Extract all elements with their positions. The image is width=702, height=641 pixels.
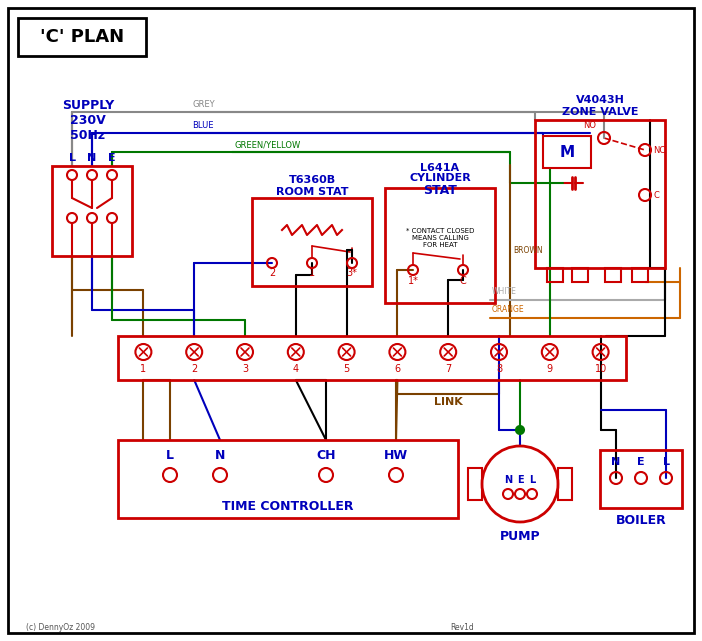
Text: L641A: L641A bbox=[420, 163, 460, 173]
Text: 8: 8 bbox=[496, 364, 502, 374]
Bar bbox=[600, 450, 682, 508]
Text: C: C bbox=[460, 276, 466, 286]
Text: BROWN: BROWN bbox=[513, 246, 543, 254]
Text: N: N bbox=[504, 475, 512, 485]
Text: L: L bbox=[529, 475, 535, 485]
Bar bbox=[52, 166, 132, 256]
Text: M: M bbox=[559, 144, 574, 160]
Text: HW: HW bbox=[384, 449, 408, 462]
Text: E: E bbox=[637, 457, 645, 467]
Text: 3*: 3* bbox=[347, 268, 357, 278]
Circle shape bbox=[516, 426, 524, 434]
Text: CH: CH bbox=[316, 449, 336, 462]
Text: 5: 5 bbox=[343, 364, 350, 374]
Text: N: N bbox=[215, 449, 225, 462]
Text: GREEN/YELLOW: GREEN/YELLOW bbox=[234, 140, 300, 149]
Bar bbox=[118, 336, 626, 380]
Text: 230V: 230V bbox=[70, 113, 106, 126]
Text: TIME CONTROLLER: TIME CONTROLLER bbox=[223, 499, 354, 513]
Text: (c) DennyOz 2009: (c) DennyOz 2009 bbox=[26, 624, 95, 633]
Text: ORANGE: ORANGE bbox=[492, 305, 524, 314]
Text: 3: 3 bbox=[242, 364, 248, 374]
Text: 4: 4 bbox=[293, 364, 299, 374]
Text: 50Hz: 50Hz bbox=[70, 128, 105, 142]
Text: L: L bbox=[166, 449, 174, 462]
Text: N: N bbox=[87, 153, 97, 163]
Text: * CONTACT CLOSED
MEANS CALLING
FOR HEAT: * CONTACT CLOSED MEANS CALLING FOR HEAT bbox=[406, 228, 474, 248]
Text: GREY: GREY bbox=[192, 100, 215, 109]
Bar bbox=[632, 268, 648, 282]
Text: 9: 9 bbox=[547, 364, 553, 374]
Text: L: L bbox=[663, 457, 670, 467]
Text: BLUE: BLUE bbox=[192, 121, 213, 130]
Text: 1: 1 bbox=[309, 268, 315, 278]
Text: PUMP: PUMP bbox=[500, 529, 541, 542]
Text: V4043H: V4043H bbox=[576, 95, 625, 105]
Text: BOILER: BOILER bbox=[616, 513, 666, 526]
Bar bbox=[468, 468, 482, 500]
Text: 6: 6 bbox=[395, 364, 400, 374]
Text: ROOM STAT: ROOM STAT bbox=[276, 187, 348, 197]
Text: Rev1d: Rev1d bbox=[450, 624, 474, 633]
Bar bbox=[605, 268, 621, 282]
Text: CYLINDER: CYLINDER bbox=[409, 173, 471, 183]
Text: E: E bbox=[108, 153, 116, 163]
Text: 2: 2 bbox=[191, 364, 197, 374]
Bar bbox=[558, 468, 572, 500]
Text: 1: 1 bbox=[140, 364, 147, 374]
Bar bbox=[18, 18, 146, 56]
Text: N: N bbox=[611, 457, 621, 467]
Bar bbox=[252, 198, 372, 286]
Text: 2: 2 bbox=[269, 268, 275, 278]
Text: 10: 10 bbox=[595, 364, 607, 374]
Text: STAT: STAT bbox=[423, 183, 457, 197]
Bar bbox=[547, 268, 563, 282]
Text: E: E bbox=[517, 475, 523, 485]
Text: SUPPLY: SUPPLY bbox=[62, 99, 114, 112]
Text: C: C bbox=[653, 190, 659, 199]
Bar bbox=[572, 268, 588, 282]
Text: L: L bbox=[69, 153, 76, 163]
Bar bbox=[535, 120, 665, 268]
Bar bbox=[385, 188, 495, 303]
Bar bbox=[543, 136, 591, 168]
Text: ZONE VALVE: ZONE VALVE bbox=[562, 107, 638, 117]
Text: 'C' PLAN: 'C' PLAN bbox=[40, 28, 124, 46]
Text: 1*: 1* bbox=[408, 276, 418, 286]
Text: WHITE: WHITE bbox=[492, 287, 517, 296]
Text: NC: NC bbox=[653, 146, 665, 154]
Text: T6360B: T6360B bbox=[289, 175, 336, 185]
Text: 7: 7 bbox=[445, 364, 451, 374]
Text: NO: NO bbox=[583, 121, 596, 130]
Bar bbox=[118, 440, 458, 518]
Text: LINK: LINK bbox=[434, 397, 463, 407]
